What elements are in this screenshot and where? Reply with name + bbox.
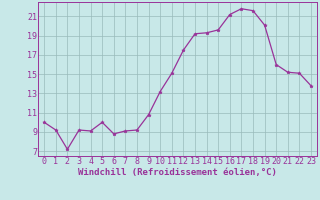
X-axis label: Windchill (Refroidissement éolien,°C): Windchill (Refroidissement éolien,°C) [78,168,277,177]
